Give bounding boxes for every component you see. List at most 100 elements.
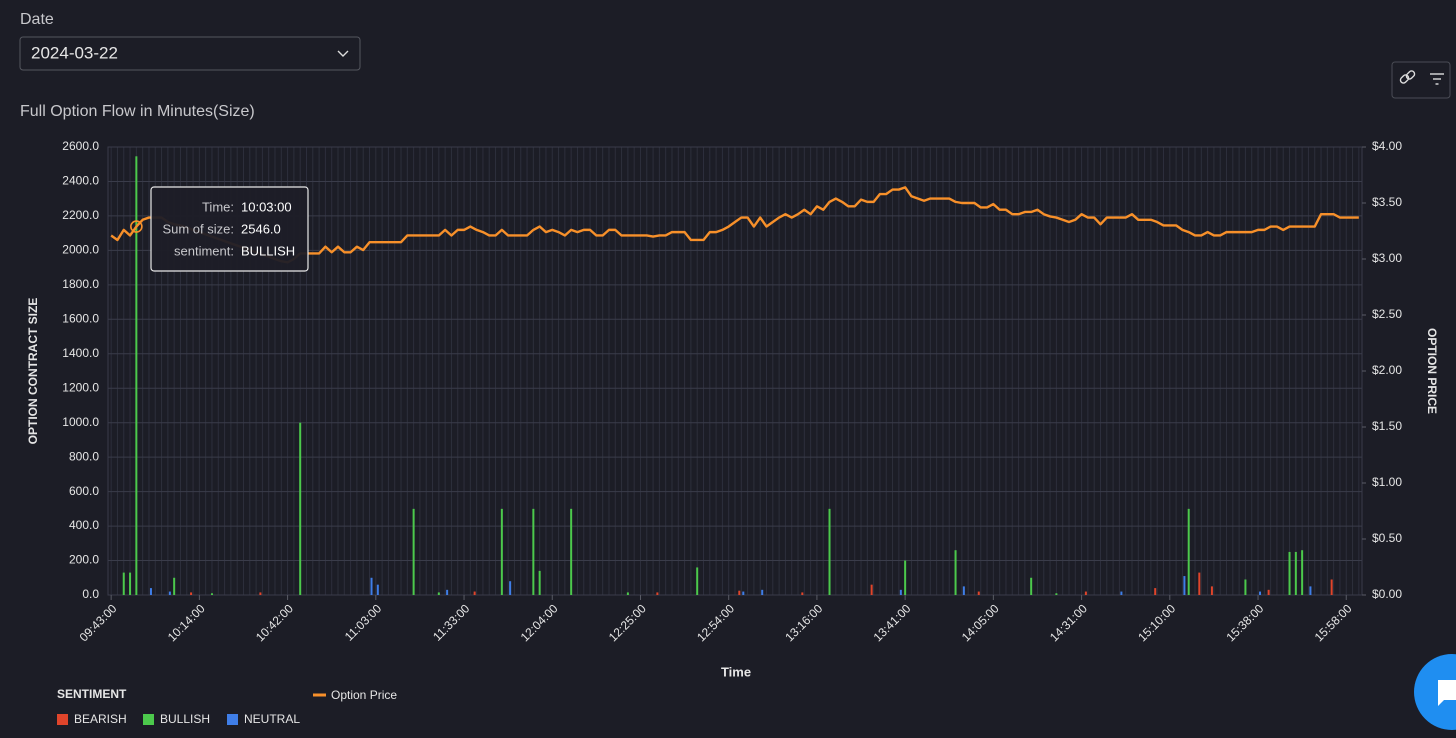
tooltip-value: 10:03:00 bbox=[241, 199, 292, 214]
bar bbox=[538, 570, 541, 595]
bar bbox=[1198, 572, 1201, 595]
toolbar bbox=[1391, 61, 1451, 99]
y-tick-label: 1400.0 bbox=[62, 346, 99, 360]
date-select[interactable]: 2024-03-22 bbox=[19, 36, 361, 71]
y-tick-label: 1800.0 bbox=[62, 277, 99, 291]
bar bbox=[446, 589, 449, 595]
tooltip-box bbox=[150, 186, 309, 272]
y-tick-label: 2000.0 bbox=[62, 243, 99, 257]
bar bbox=[696, 567, 699, 595]
y2-tick-label: $0.00 bbox=[1372, 587, 1402, 601]
tooltip-key: Sum of size: bbox=[162, 221, 234, 236]
y-tick-label: 0.0 bbox=[82, 587, 99, 601]
bar bbox=[509, 581, 512, 595]
legend-swatch bbox=[57, 714, 68, 725]
legend-label: NEUTRAL bbox=[244, 712, 300, 726]
bar bbox=[1084, 591, 1087, 595]
bar bbox=[370, 577, 373, 595]
bar bbox=[473, 591, 476, 595]
bar bbox=[149, 588, 152, 595]
chart-title: Full Option Flow in Minutes(Size) bbox=[20, 103, 255, 120]
x-axis-title: Time bbox=[721, 664, 751, 679]
legend-swatch bbox=[227, 714, 238, 725]
bar bbox=[129, 572, 132, 595]
bar bbox=[742, 591, 745, 595]
chat-circle[interactable] bbox=[1414, 654, 1456, 730]
bar bbox=[977, 591, 980, 595]
bar bbox=[1244, 579, 1247, 595]
bar bbox=[532, 508, 535, 595]
bar bbox=[1187, 508, 1190, 595]
bar bbox=[1309, 586, 1312, 595]
bar bbox=[500, 508, 503, 595]
bar bbox=[870, 584, 873, 595]
toolbar-box bbox=[1391, 61, 1451, 99]
y2-tick-label: $1.00 bbox=[1372, 475, 1402, 489]
chevron bbox=[337, 50, 349, 57]
chat-icon bbox=[1438, 680, 1456, 706]
bar bbox=[570, 508, 573, 595]
y-tick-label: 2400.0 bbox=[62, 174, 99, 188]
legend-title: SENTIMENT bbox=[57, 687, 127, 701]
date-label: Date bbox=[20, 11, 54, 28]
link-button[interactable] bbox=[1399, 70, 1416, 85]
chat-button[interactable] bbox=[1414, 654, 1456, 730]
bar bbox=[1120, 591, 1123, 595]
bar bbox=[1301, 550, 1304, 595]
y-tick-label: 200.0 bbox=[69, 553, 99, 567]
bar bbox=[801, 592, 804, 595]
bar bbox=[1055, 593, 1058, 595]
y-tick-label: 800.0 bbox=[69, 449, 99, 463]
y2-tick-label: $3.50 bbox=[1372, 195, 1402, 209]
legend-label: BEARISH bbox=[74, 712, 127, 726]
bar bbox=[1030, 577, 1033, 595]
y-tick-label: 2200.0 bbox=[62, 208, 99, 222]
y2-tick-label: $0.50 bbox=[1372, 531, 1402, 545]
bar bbox=[437, 592, 440, 595]
legend-swatch bbox=[143, 714, 154, 725]
bar bbox=[828, 508, 831, 595]
legend-label: BULLISH bbox=[160, 712, 210, 726]
tooltip-value: 2546.0 bbox=[241, 221, 281, 236]
bar bbox=[954, 550, 957, 595]
y2-tick-label: $2.50 bbox=[1372, 307, 1402, 321]
legend-label: Option Price bbox=[331, 688, 397, 702]
y-tick-label: 1200.0 bbox=[62, 380, 99, 394]
bar bbox=[962, 586, 965, 595]
bar bbox=[412, 508, 415, 595]
bar bbox=[259, 592, 262, 595]
tooltip-value: BULLISH bbox=[241, 243, 295, 258]
y-tick-label: 2600.0 bbox=[62, 139, 99, 153]
bar bbox=[135, 156, 138, 595]
bar bbox=[1154, 588, 1157, 595]
tooltip-key: Time: bbox=[202, 199, 234, 214]
filter-button[interactable] bbox=[1430, 73, 1444, 85]
bar bbox=[1330, 579, 1333, 595]
bar bbox=[1259, 591, 1262, 595]
y2-tick-label: $3.00 bbox=[1372, 251, 1402, 265]
bar bbox=[1210, 586, 1213, 595]
hover-point bbox=[130, 220, 143, 233]
bar bbox=[1183, 576, 1186, 595]
y2-tick-label: $2.00 bbox=[1372, 363, 1402, 377]
y-tick-label: 600.0 bbox=[69, 484, 99, 498]
bar bbox=[1288, 551, 1291, 595]
bar bbox=[656, 592, 659, 595]
y-tick-label: 1000.0 bbox=[62, 415, 99, 429]
bar bbox=[1267, 589, 1270, 595]
bar bbox=[738, 590, 741, 595]
tooltip: Time: 10:03:00 Sum of size: 2546.0 sentiment… bbox=[150, 186, 309, 272]
bar bbox=[1294, 551, 1297, 595]
y2-tick-label: $1.50 bbox=[1372, 419, 1402, 433]
select-box[interactable] bbox=[19, 36, 361, 71]
y-axis-title: OPTION CONTRACT SIZE bbox=[26, 298, 40, 445]
bar bbox=[299, 422, 302, 595]
tooltip-key: sentiment: bbox=[174, 243, 234, 258]
select-value[interactable]: 2024-03-22 bbox=[31, 43, 118, 62]
bar bbox=[376, 584, 379, 595]
bar bbox=[761, 589, 764, 595]
bar bbox=[168, 591, 171, 595]
y-tick-label: 1600.0 bbox=[62, 311, 99, 325]
y2-tick-label: $4.00 bbox=[1372, 139, 1402, 153]
